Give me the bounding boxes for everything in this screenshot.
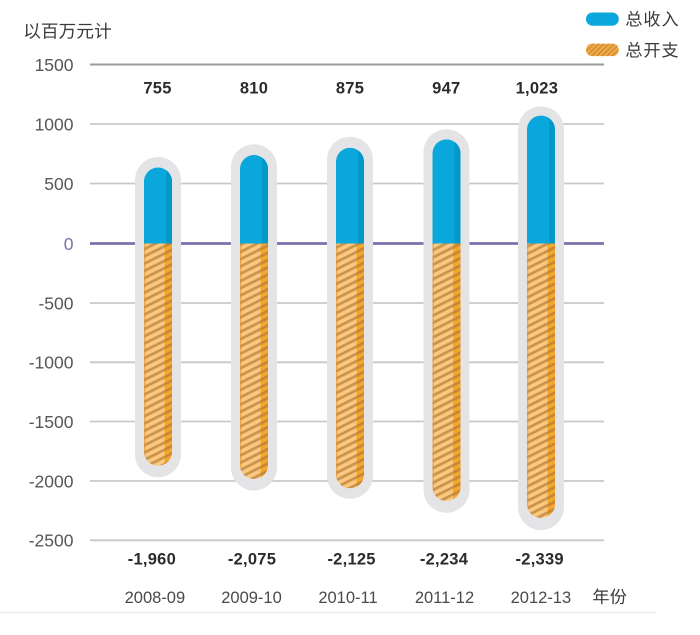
svg-text:2012-13: 2012-13 [511, 589, 572, 607]
svg-text:1000: 1000 [35, 114, 74, 134]
svg-text:1500: 1500 [35, 55, 74, 75]
svg-text:500: 500 [44, 174, 73, 194]
svg-text:-1000: -1000 [29, 353, 74, 373]
svg-text:2010-11: 2010-11 [318, 589, 377, 607]
svg-text:875: 875 [336, 80, 364, 98]
svg-text:1,023: 1,023 [516, 80, 559, 98]
svg-text:2008-09: 2008-09 [125, 589, 186, 607]
svg-text:2009-10: 2009-10 [221, 589, 282, 607]
svg-text:-2500: -2500 [29, 531, 74, 551]
svg-text:-2,125: -2,125 [327, 551, 375, 569]
svg-text:-1500: -1500 [29, 412, 74, 432]
svg-text:810: 810 [240, 80, 268, 98]
svg-text:-2,075: -2,075 [228, 551, 276, 569]
svg-text:-2,339: -2,339 [516, 551, 564, 569]
svg-text:-500: -500 [38, 293, 73, 313]
svg-text:-1,960: -1,960 [128, 551, 176, 569]
svg-text:2011-12: 2011-12 [415, 589, 474, 607]
svg-text:-2,234: -2,234 [420, 551, 469, 569]
svg-text:-2000: -2000 [29, 471, 74, 491]
svg-text:947: 947 [432, 80, 460, 98]
svg-text:0: 0 [64, 234, 74, 254]
svg-text:755: 755 [143, 80, 171, 98]
